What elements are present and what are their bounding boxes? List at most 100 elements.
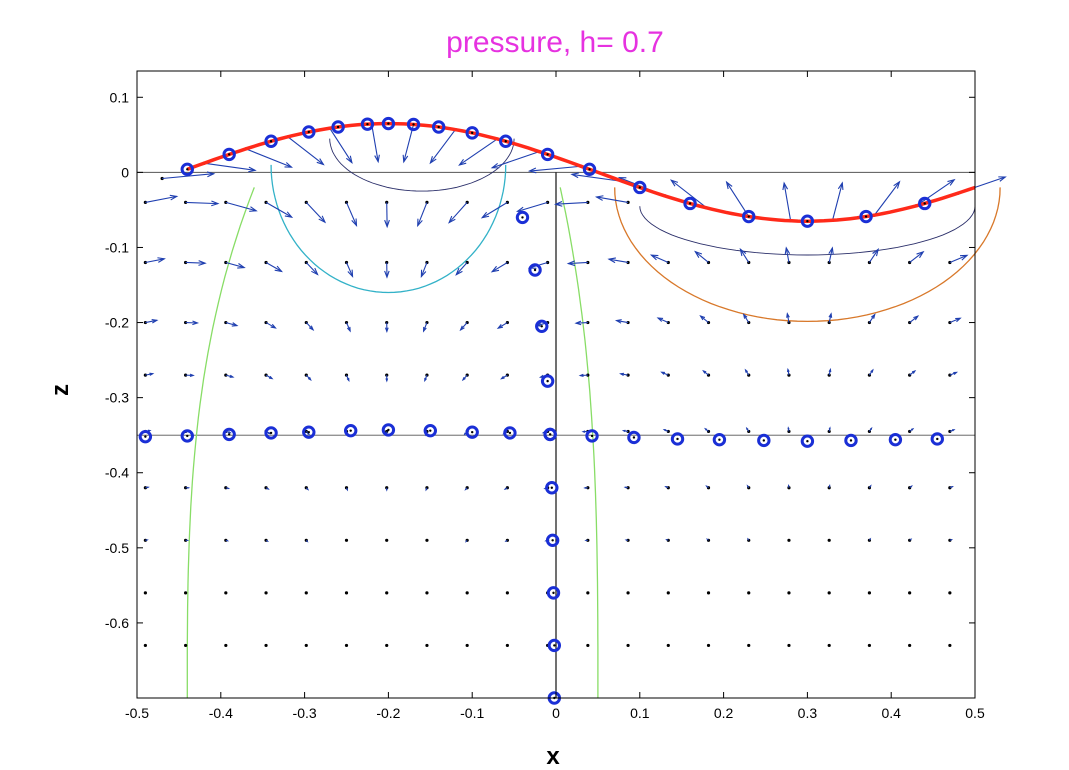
marker-ring	[918, 196, 932, 211]
velocity-arrow	[619, 372, 630, 377]
velocity-arrow	[244, 147, 294, 168]
arrow-shaft	[162, 173, 214, 180]
arrow-shaft	[448, 202, 468, 223]
arrow-shaft	[329, 127, 353, 163]
velocity-arrow	[827, 483, 831, 490]
arrow-head	[746, 484, 749, 487]
velocity-arrow	[344, 486, 349, 492]
arrow-head	[384, 327, 389, 334]
arrow-base-dot	[224, 200, 228, 205]
marker-ring	[757, 433, 771, 448]
velocity-arrow	[867, 313, 876, 325]
arrow-base-dot	[264, 591, 268, 595]
surface-marker	[406, 117, 421, 132]
arrow-head	[828, 312, 833, 318]
surface-marker	[360, 117, 375, 131]
arrow-base-dot	[827, 538, 831, 542]
row-marker	[264, 426, 278, 440]
arrow-shaft	[305, 322, 314, 331]
arrow-shaft	[492, 151, 540, 169]
marker-ring	[546, 586, 561, 600]
arrow-base-dot	[184, 200, 188, 205]
arrow-head	[458, 158, 467, 166]
arrow-head	[228, 431, 232, 434]
arrow-head	[869, 537, 872, 540]
marker-center	[227, 153, 231, 156]
velocity-arrow	[224, 200, 258, 212]
velocity-arrow	[304, 200, 327, 224]
arrow-head	[893, 180, 901, 189]
arrow-head	[869, 484, 872, 487]
velocity-arrow	[425, 643, 429, 648]
arrow-base-dot	[465, 643, 469, 648]
row-marker	[800, 434, 815, 448]
arrow-head	[581, 430, 586, 433]
arrow-shaft	[949, 317, 961, 324]
marker-center	[307, 130, 310, 134]
arrow-base-dot	[666, 591, 670, 595]
arrow-shaft	[345, 202, 358, 226]
x-axis-label: x	[546, 743, 560, 770]
arrow-head	[607, 257, 616, 264]
arrow-head	[704, 427, 708, 431]
x-tick-label: 0.2	[714, 705, 734, 721]
arrow-head	[307, 376, 312, 381]
velocity-arrow	[787, 538, 791, 542]
velocity-arrow	[417, 200, 429, 228]
marker-center	[540, 325, 543, 328]
velocity-arrow	[574, 320, 590, 326]
velocity-arrow	[184, 320, 200, 326]
arrow-head	[248, 166, 257, 173]
velocity-arrow	[586, 643, 590, 648]
arrow-head	[656, 317, 664, 322]
velocity-arrow	[264, 200, 294, 218]
velocity-arrow	[224, 260, 246, 269]
marker-ring	[844, 433, 858, 448]
row-marker	[138, 429, 153, 444]
marker-ring	[465, 126, 479, 140]
velocity-arrow	[504, 538, 509, 543]
surface-marker	[180, 162, 194, 177]
column-marker	[543, 427, 557, 442]
arrow-head	[306, 488, 310, 491]
velocity-arrow	[908, 315, 920, 325]
x-tick-label: 0	[552, 705, 560, 721]
velocity-arrow	[867, 643, 872, 648]
velocity-arrow	[584, 538, 590, 542]
marker-ring	[545, 481, 559, 495]
velocity-arrow	[745, 426, 751, 434]
arrow-shaft	[265, 322, 276, 329]
arrow-base-dot	[827, 643, 831, 648]
surface-marker	[264, 134, 278, 148]
arrow-shaft	[185, 201, 218, 205]
arrow-head	[385, 378, 389, 383]
arrow-shaft	[491, 262, 508, 273]
velocity-arrow	[304, 538, 309, 543]
velocity-arrow	[143, 318, 159, 325]
arrow-head	[570, 172, 579, 179]
velocity-arrow	[160, 171, 216, 181]
marker-center	[923, 202, 926, 205]
velocity-arrow	[827, 426, 831, 434]
velocity-arrow	[747, 537, 751, 542]
arrow-head	[702, 369, 707, 374]
arrow-head	[959, 254, 969, 261]
velocity-arrow	[705, 485, 711, 490]
velocity-arrow	[143, 372, 155, 377]
arrow-head	[316, 158, 325, 166]
velocity-arrow	[694, 250, 711, 265]
row-marker	[222, 427, 236, 442]
velocity-arrow	[184, 643, 188, 648]
row-marker	[465, 425, 479, 439]
arrow-base-dot	[787, 538, 791, 542]
arrow-head	[267, 431, 272, 435]
marker-ring	[930, 432, 944, 446]
arrow-shaft	[785, 247, 790, 263]
marker-center	[533, 268, 537, 272]
x-tick-label: -0.4	[209, 705, 233, 721]
velocity-arrow	[566, 260, 590, 267]
arrow-head	[227, 487, 231, 490]
marker-ring	[222, 147, 236, 162]
arrow-head	[345, 155, 353, 164]
x-tick-label: -0.3	[293, 705, 317, 721]
